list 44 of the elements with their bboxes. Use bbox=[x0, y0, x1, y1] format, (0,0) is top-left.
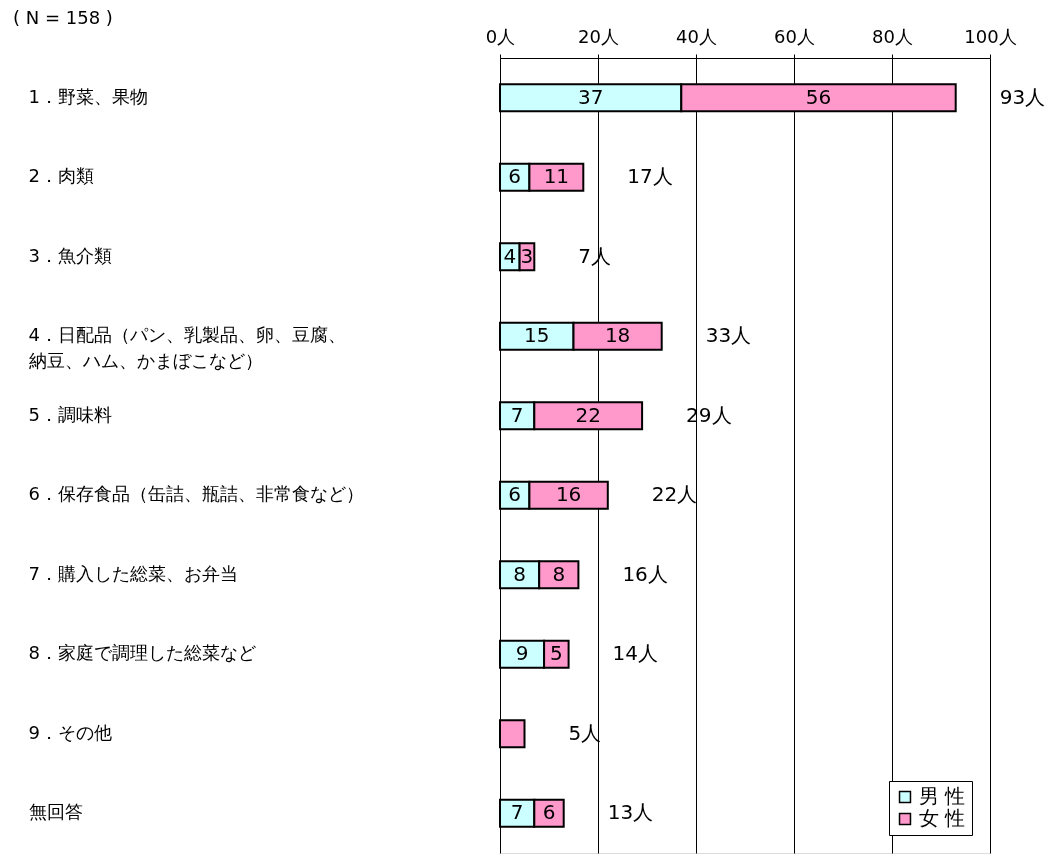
total-label: 13人 bbox=[607, 800, 654, 825]
data-label: 11 bbox=[543, 164, 570, 189]
data-label: 4 bbox=[503, 243, 517, 268]
x-tick-label: 40人 bbox=[676, 25, 717, 47]
y-tick-label: 3．魚介類 bbox=[28, 244, 112, 266]
data-label: 3 bbox=[520, 243, 534, 268]
total-label: 33人 bbox=[705, 323, 752, 348]
data-label: 18 bbox=[604, 323, 631, 348]
data-label: 6 bbox=[508, 482, 522, 507]
x-tick-label: 80人 bbox=[872, 25, 913, 47]
data-label: 56 bbox=[805, 84, 832, 109]
data-label: 6 bbox=[508, 164, 522, 189]
data-label: 6 bbox=[542, 800, 556, 825]
x-tick-label: 100人 bbox=[964, 25, 1017, 47]
total-label: 17人 bbox=[627, 164, 673, 189]
y-tick-label: 7．購入した総菜、お弁当 bbox=[28, 562, 238, 584]
y-tick-label: 無回答 bbox=[28, 801, 83, 823]
x-tick-label: 20人 bbox=[578, 25, 619, 47]
y-tick-label: 5．調味料 bbox=[28, 403, 112, 425]
total-label: 16人 bbox=[622, 561, 668, 586]
total-label: 14人 bbox=[612, 641, 659, 666]
data-label: 37 bbox=[577, 84, 604, 109]
total-label: 22人 bbox=[651, 482, 698, 507]
legend-label: 男 性 bbox=[919, 784, 966, 808]
y-tick-label: 9．その他 bbox=[28, 721, 112, 743]
data-label: 15 bbox=[524, 323, 550, 348]
y-tick-label: 2．肉類 bbox=[28, 165, 94, 187]
legend-label: 女 性 bbox=[919, 806, 966, 830]
data-label: 9 bbox=[515, 641, 529, 666]
x-tick-label: 0人 bbox=[485, 25, 516, 47]
y-tick-label: 4．日配品（パン、乳製品、卵、豆腐、納豆、ハム、かまぼこなど） bbox=[28, 324, 346, 372]
data-label: 5 bbox=[549, 641, 563, 666]
data-label: 7 bbox=[510, 402, 524, 427]
y-tick-label: 1．野菜、果物 bbox=[28, 85, 148, 107]
total-label: 93人 bbox=[999, 84, 1046, 109]
y-tick-label: 8．家庭で調理した総菜など bbox=[28, 642, 256, 664]
data-label: 16 bbox=[555, 482, 582, 507]
data-label: 8 bbox=[552, 561, 566, 586]
text: ( N = 158 ) bbox=[13, 7, 113, 28]
x-tick-label: 60人 bbox=[774, 25, 815, 47]
data-label: 8 bbox=[513, 561, 526, 586]
y-tick-label: 6．保存食品（缶詰、瓶詰、非常食など） bbox=[28, 483, 364, 505]
data-label: 7 bbox=[510, 800, 524, 825]
data-label: 22 bbox=[575, 402, 601, 427]
